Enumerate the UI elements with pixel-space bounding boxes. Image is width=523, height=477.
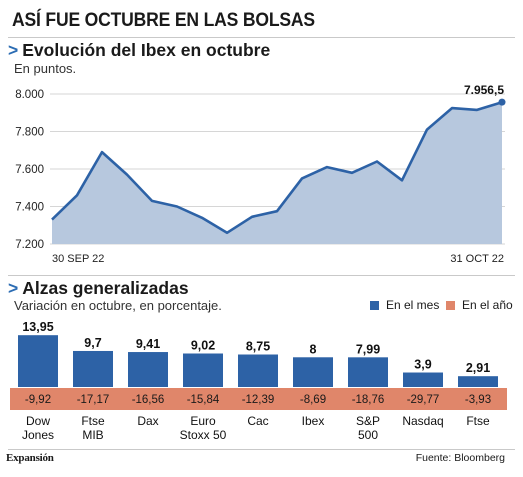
bar-month bbox=[403, 372, 443, 387]
category-label: Euro bbox=[190, 414, 216, 428]
category-label: Ftse bbox=[466, 414, 490, 428]
year-value-label: -15,84 bbox=[187, 394, 220, 406]
bar-month-label: 8,75 bbox=[246, 340, 270, 354]
y-tick-label: 7.600 bbox=[15, 164, 44, 176]
ibex-area bbox=[52, 102, 502, 244]
year-band bbox=[10, 388, 507, 410]
category-label: Ftse bbox=[81, 414, 105, 428]
ibex-end-label: 7.956,5 bbox=[464, 83, 504, 97]
bar-month bbox=[128, 352, 168, 387]
bar-month bbox=[293, 357, 333, 387]
line-chart-subtitle: En puntos. bbox=[14, 61, 77, 76]
category-label-line2: Stoxx 50 bbox=[180, 428, 227, 442]
bar-month bbox=[18, 335, 58, 387]
ibex-end-point bbox=[498, 98, 506, 106]
line-chart-title: > Evolución del Ibex en octubre bbox=[8, 40, 270, 61]
page-title: ASÍ FUE OCTUBRE EN LAS BOLSAS bbox=[12, 9, 315, 31]
chevron-right-icon: > bbox=[8, 278, 19, 298]
bar-month bbox=[183, 353, 223, 387]
bar-chart-title: > Alzas generalizadas bbox=[8, 278, 189, 299]
bar-month-label: 7,99 bbox=[356, 342, 380, 356]
year-value-label: -3,93 bbox=[465, 394, 491, 406]
y-tick-label: 8.000 bbox=[15, 89, 44, 101]
legend-label-month: En el mes bbox=[386, 298, 440, 312]
year-value-label: -16,56 bbox=[132, 394, 165, 406]
bar-month-label: 9,02 bbox=[191, 338, 215, 352]
y-tick-label: 7.200 bbox=[15, 239, 44, 251]
bar-chart-subtitle: Variación en octubre, en porcentaje. bbox=[14, 298, 222, 313]
bar-chart-title-text: Alzas generalizadas bbox=[22, 278, 189, 298]
bar-month bbox=[73, 350, 113, 387]
year-value-label: -17,17 bbox=[77, 394, 110, 406]
y-tick-label: 7.400 bbox=[15, 202, 44, 214]
bar-month bbox=[348, 357, 388, 387]
year-value-label: -12,39 bbox=[242, 394, 275, 406]
bar-month bbox=[238, 354, 278, 387]
year-value-label: -9,92 bbox=[25, 394, 51, 406]
chevron-right-icon: > bbox=[8, 40, 19, 60]
category-label: Dax bbox=[137, 414, 158, 428]
bar-month-label: 3,9 bbox=[414, 358, 431, 372]
footer-divider bbox=[8, 449, 515, 450]
bar-month-label: 9,7 bbox=[84, 336, 101, 350]
category-label-line2: 500 bbox=[358, 428, 378, 442]
category-label: Cac bbox=[247, 414, 268, 428]
legend-item-year: En el año bbox=[446, 298, 513, 312]
title-divider bbox=[8, 37, 515, 38]
category-label-line2: MIB bbox=[82, 428, 103, 442]
y-tick-label: 7.800 bbox=[15, 127, 44, 139]
legend-label-year: En el año bbox=[462, 298, 513, 312]
section-divider bbox=[8, 275, 515, 276]
bar-month-label: 8 bbox=[310, 342, 317, 356]
line-chart-title-text: Evolución del Ibex en octubre bbox=[22, 40, 271, 60]
ibex-line bbox=[51, 100, 503, 235]
year-value-label: -29,77 bbox=[407, 394, 440, 406]
source-note: Fuente: Bloomberg bbox=[415, 452, 505, 464]
bar-month-label: 13,95 bbox=[22, 320, 53, 334]
bar-month-label: 2,91 bbox=[466, 361, 490, 375]
year-value-label: -18,76 bbox=[352, 394, 385, 406]
bar-month bbox=[458, 376, 498, 387]
category-label: S&P bbox=[356, 414, 380, 428]
brand-logo: Expansión bbox=[6, 452, 54, 464]
category-label: Ibex bbox=[302, 414, 325, 428]
year-value-label: -8,69 bbox=[300, 394, 326, 406]
category-label: Dow bbox=[26, 414, 50, 428]
legend-swatch-year bbox=[446, 300, 455, 310]
x-start-label: 30 SEP 22 bbox=[52, 253, 104, 265]
legend-swatch-month bbox=[370, 300, 379, 310]
bar-month-label: 9,41 bbox=[136, 337, 160, 351]
category-label: Nasdaq bbox=[402, 414, 443, 428]
category-label-line2: Jones bbox=[22, 428, 54, 442]
legend-item-month: En el mes bbox=[370, 298, 439, 312]
x-end-label: 31 OCT 22 bbox=[450, 253, 504, 265]
